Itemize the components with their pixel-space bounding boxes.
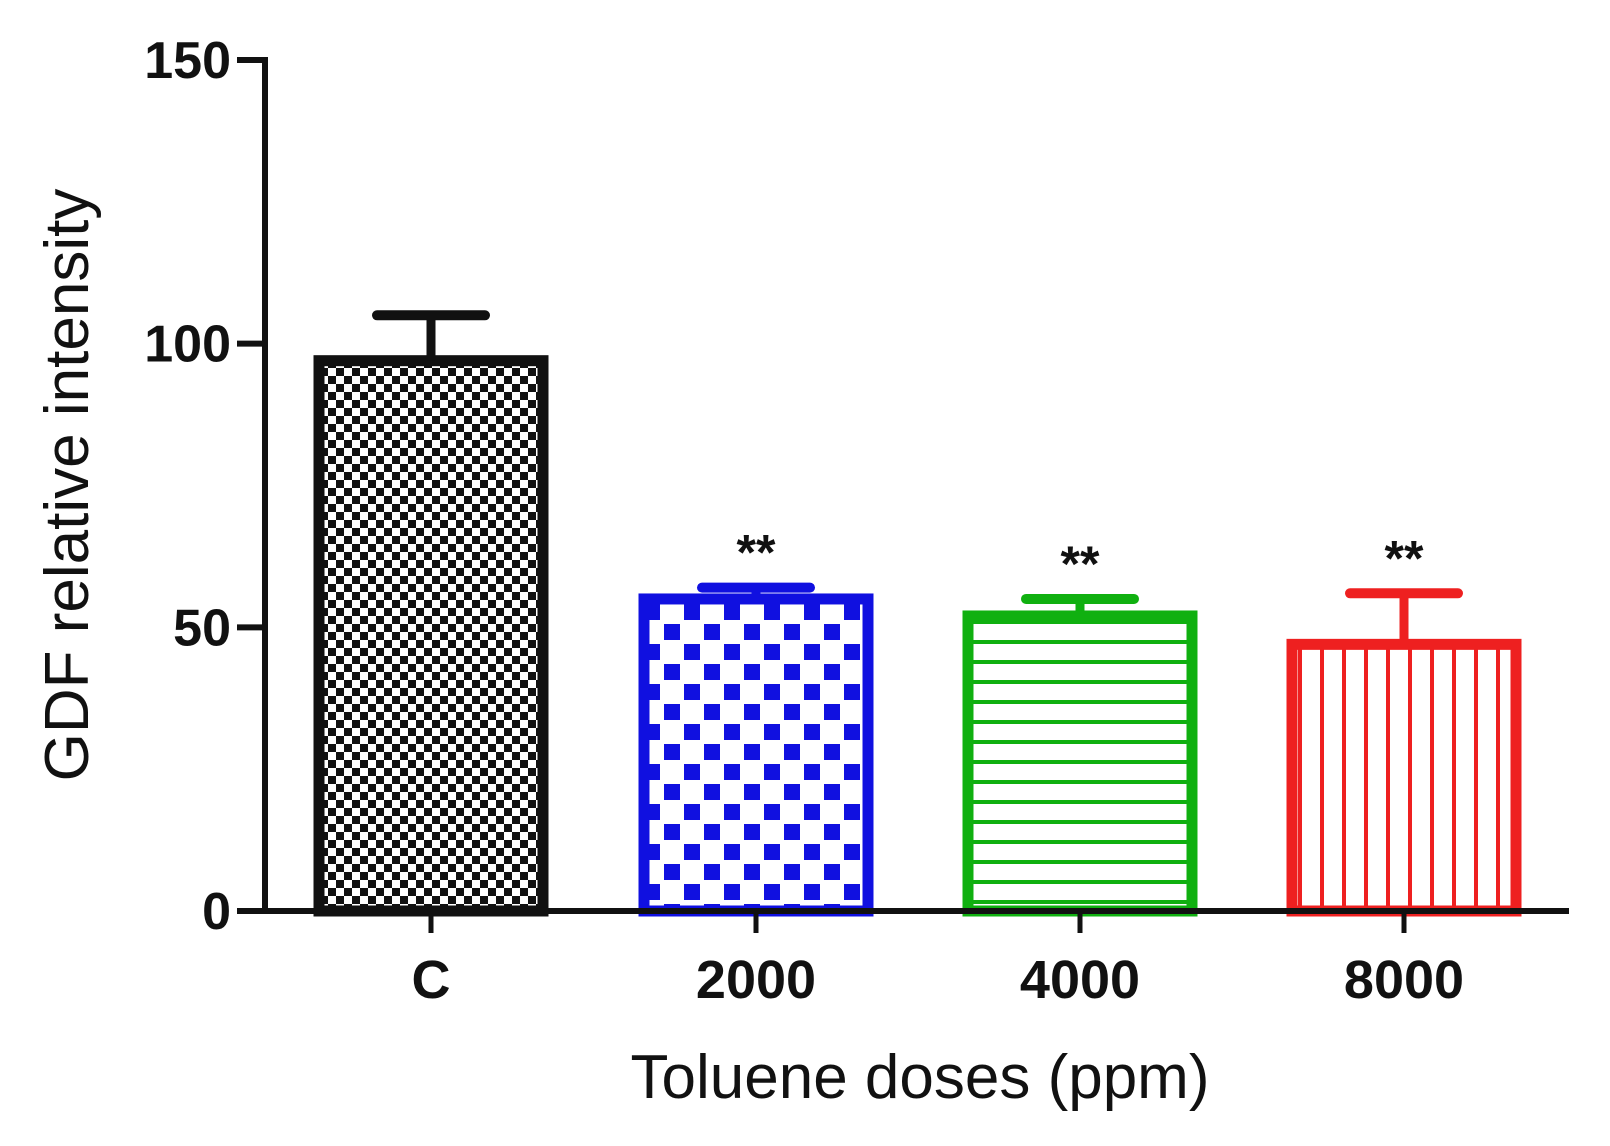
- x-tick-label-2000: 2000: [696, 950, 816, 1010]
- y-tick-label-0: 0: [202, 883, 231, 941]
- bars: [313, 355, 1522, 917]
- bar-c: [313, 355, 549, 917]
- error-bars: [372, 310, 1463, 645]
- significance-annotations: ** ** **: [737, 525, 1424, 592]
- y-tick-label-150: 150: [144, 32, 231, 90]
- bar-8000: [1286, 638, 1522, 917]
- y-tick-label-50: 50: [173, 599, 231, 657]
- significance-2000: **: [737, 525, 776, 581]
- significance-8000: **: [1385, 530, 1424, 586]
- y-tick-label-100: 100: [144, 316, 231, 374]
- y-axis-ticks: 0 50 100 150: [144, 32, 265, 941]
- significance-4000: **: [1061, 536, 1100, 592]
- x-tick-label-4000: 4000: [1020, 950, 1140, 1010]
- bar-4000: [962, 610, 1198, 917]
- y-axis-title: GDF relative intensity: [33, 189, 102, 782]
- bar-2000: [638, 593, 874, 917]
- x-axis-title: Toluene doses (ppm): [631, 1043, 1210, 1112]
- x-axis-ticks: C 2000 4000 8000: [412, 911, 1464, 1010]
- x-tick-label-c: C: [412, 950, 451, 1010]
- x-tick-label-8000: 8000: [1344, 950, 1464, 1010]
